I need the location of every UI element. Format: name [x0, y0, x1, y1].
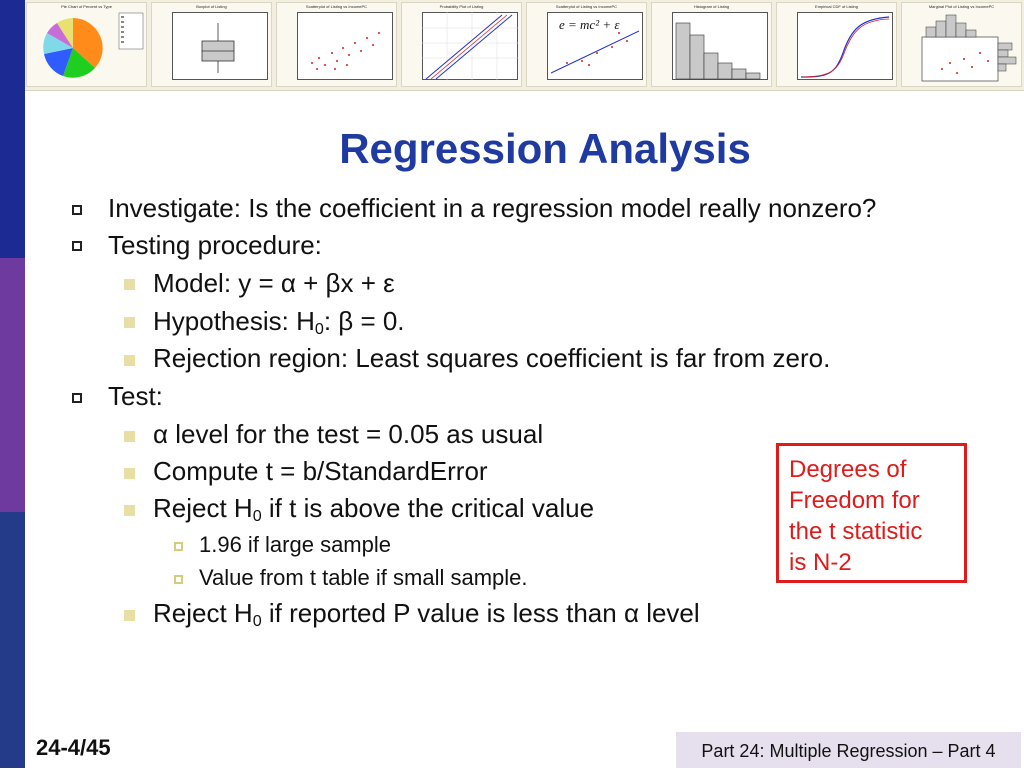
bullet-large-sample: 1.96 if large sample: [199, 532, 391, 557]
thumbnail-title: Pie Chart of Percent vs Type: [61, 4, 112, 9]
thumbnail-title: Marginal Plot of Listing vs IncomePC: [928, 4, 995, 9]
regression-line-thumbnail: Scatterplot of Listing vs IncomePC e = m…: [526, 2, 647, 87]
bullet-hypothesis: Hypothesis: H0: β = 0.: [153, 306, 405, 337]
bullet-hollow-square-icon: [72, 241, 82, 251]
bullet-filled-square-icon: [124, 468, 135, 479]
bullet-reject-pvalue: Reject H0 if reported P value is less th…: [153, 598, 700, 629]
reject-pvalue-prefix: Reject H: [153, 598, 253, 628]
thumbnail-title: Empirical CDF of Listing: [815, 4, 858, 9]
bullet-rejection-region: Rejection region: Least squares coeffici…: [153, 343, 831, 373]
thumbnail-title: Scatterplot of Listing vs IncomePC: [305, 4, 368, 9]
pie-chart-icon: [43, 12, 144, 78]
bullet-hollow-square-icon: [72, 205, 82, 215]
bullet-small-hollow-square-icon: [174, 575, 183, 584]
sidebar-segment-bottom: [0, 512, 25, 768]
reject-pvalue-suffix: if reported P value is less than α level: [261, 598, 700, 628]
bullet-investigate: Investigate: Is the coefficient in a reg…: [108, 193, 877, 223]
bullet-small-sample: Value from t table if small sample.: [199, 565, 528, 590]
sidebar-segment-top: [0, 0, 25, 258]
bullet-filled-square-icon: [124, 610, 135, 621]
sidebar-stripe: [0, 0, 25, 768]
thumbnail-title: Scatterplot of Listing vs IncomePC: [555, 4, 618, 9]
footer-section-label: Part 24: Multiple Regression – Part 4: [676, 732, 1021, 768]
bullet-testing-procedure: Testing procedure:: [108, 230, 322, 260]
cdf-thumbnail: Empirical CDF of Listing: [776, 2, 897, 87]
degrees-of-freedom-callout: Degrees of Freedom for the t statistic i…: [776, 443, 967, 583]
bullet-filled-square-icon: [124, 355, 135, 366]
reject-critical-prefix: Reject H: [153, 493, 253, 523]
slide-page-number: 24-4/45: [36, 735, 111, 760]
bullet-small-hollow-square-icon: [174, 542, 183, 551]
bullet-filled-square-icon: [124, 317, 135, 328]
marginal-plot-thumbnail: Marginal Plot of Listing vs IncomePC: [901, 2, 1022, 87]
bullet-filled-square-icon: [124, 431, 135, 442]
bullet-filled-square-icon: [124, 279, 135, 290]
marginal-plot-icon: [921, 14, 1017, 82]
bullet-model: Model: y = α + βx + ε: [153, 268, 395, 298]
scatterplot-thumbnail: Scatterplot of Listing vs IncomePC: [276, 2, 397, 87]
callout-line: Degrees of: [789, 456, 907, 483]
thumbnail-title: Probability Plot of Listing: [439, 4, 484, 9]
callout-line: Freedom for: [789, 487, 920, 514]
hypothesis-subscript: 0: [314, 320, 324, 339]
probability-plot-thumbnail: Probability Plot of Listing: [401, 2, 522, 87]
boxplot-thumbnail: Boxplot of Listing: [151, 2, 272, 87]
thumbnail-title: Boxplot of Listing: [196, 4, 227, 9]
plot-thumbnail-banner: Pie Chart of Percent vs Type Boxplot of …: [25, 0, 1024, 91]
histogram-thumbnail: Histogram of Listing: [651, 2, 772, 87]
pie-chart-thumbnail: Pie Chart of Percent vs Type: [26, 2, 147, 87]
sidebar-segment-middle: [0, 258, 25, 512]
hypothesis-prefix: Hypothesis: H: [153, 306, 315, 336]
scatterplot-icon: [311, 32, 380, 70]
regression-line-icon: [550, 30, 640, 74]
callout-line: the t statistic: [789, 518, 923, 545]
reject-critical-subscript: 0: [252, 507, 262, 526]
reject-critical-suffix: if t is above the critical value: [261, 493, 595, 523]
einstein-formula: e = mc² + ε: [559, 17, 620, 32]
probability-plot-icon: [422, 12, 518, 80]
callout-line: is N-2: [789, 549, 852, 576]
hypothesis-suffix: : β = 0.: [323, 306, 405, 336]
bullet-alpha-level: α level for the test = 0.05 as usual: [153, 419, 544, 449]
histogram-icon: [675, 22, 761, 80]
reject-pvalue-subscript: 0: [252, 612, 262, 631]
bullet-test: Test:: [108, 381, 163, 411]
thumbnail-title: Histogram of Listing: [693, 4, 730, 9]
bullet-filled-square-icon: [124, 505, 135, 516]
bullet-compute-t: Compute t = b/StandardError: [153, 456, 488, 486]
bullet-reject-critical: Reject H0 if t is above the critical val…: [153, 493, 594, 524]
boxplot-icon: [201, 23, 235, 73]
bullet-hollow-square-icon: [72, 393, 82, 403]
slide-title: Regression Analysis: [339, 125, 751, 172]
cdf-icon: [800, 16, 890, 78]
